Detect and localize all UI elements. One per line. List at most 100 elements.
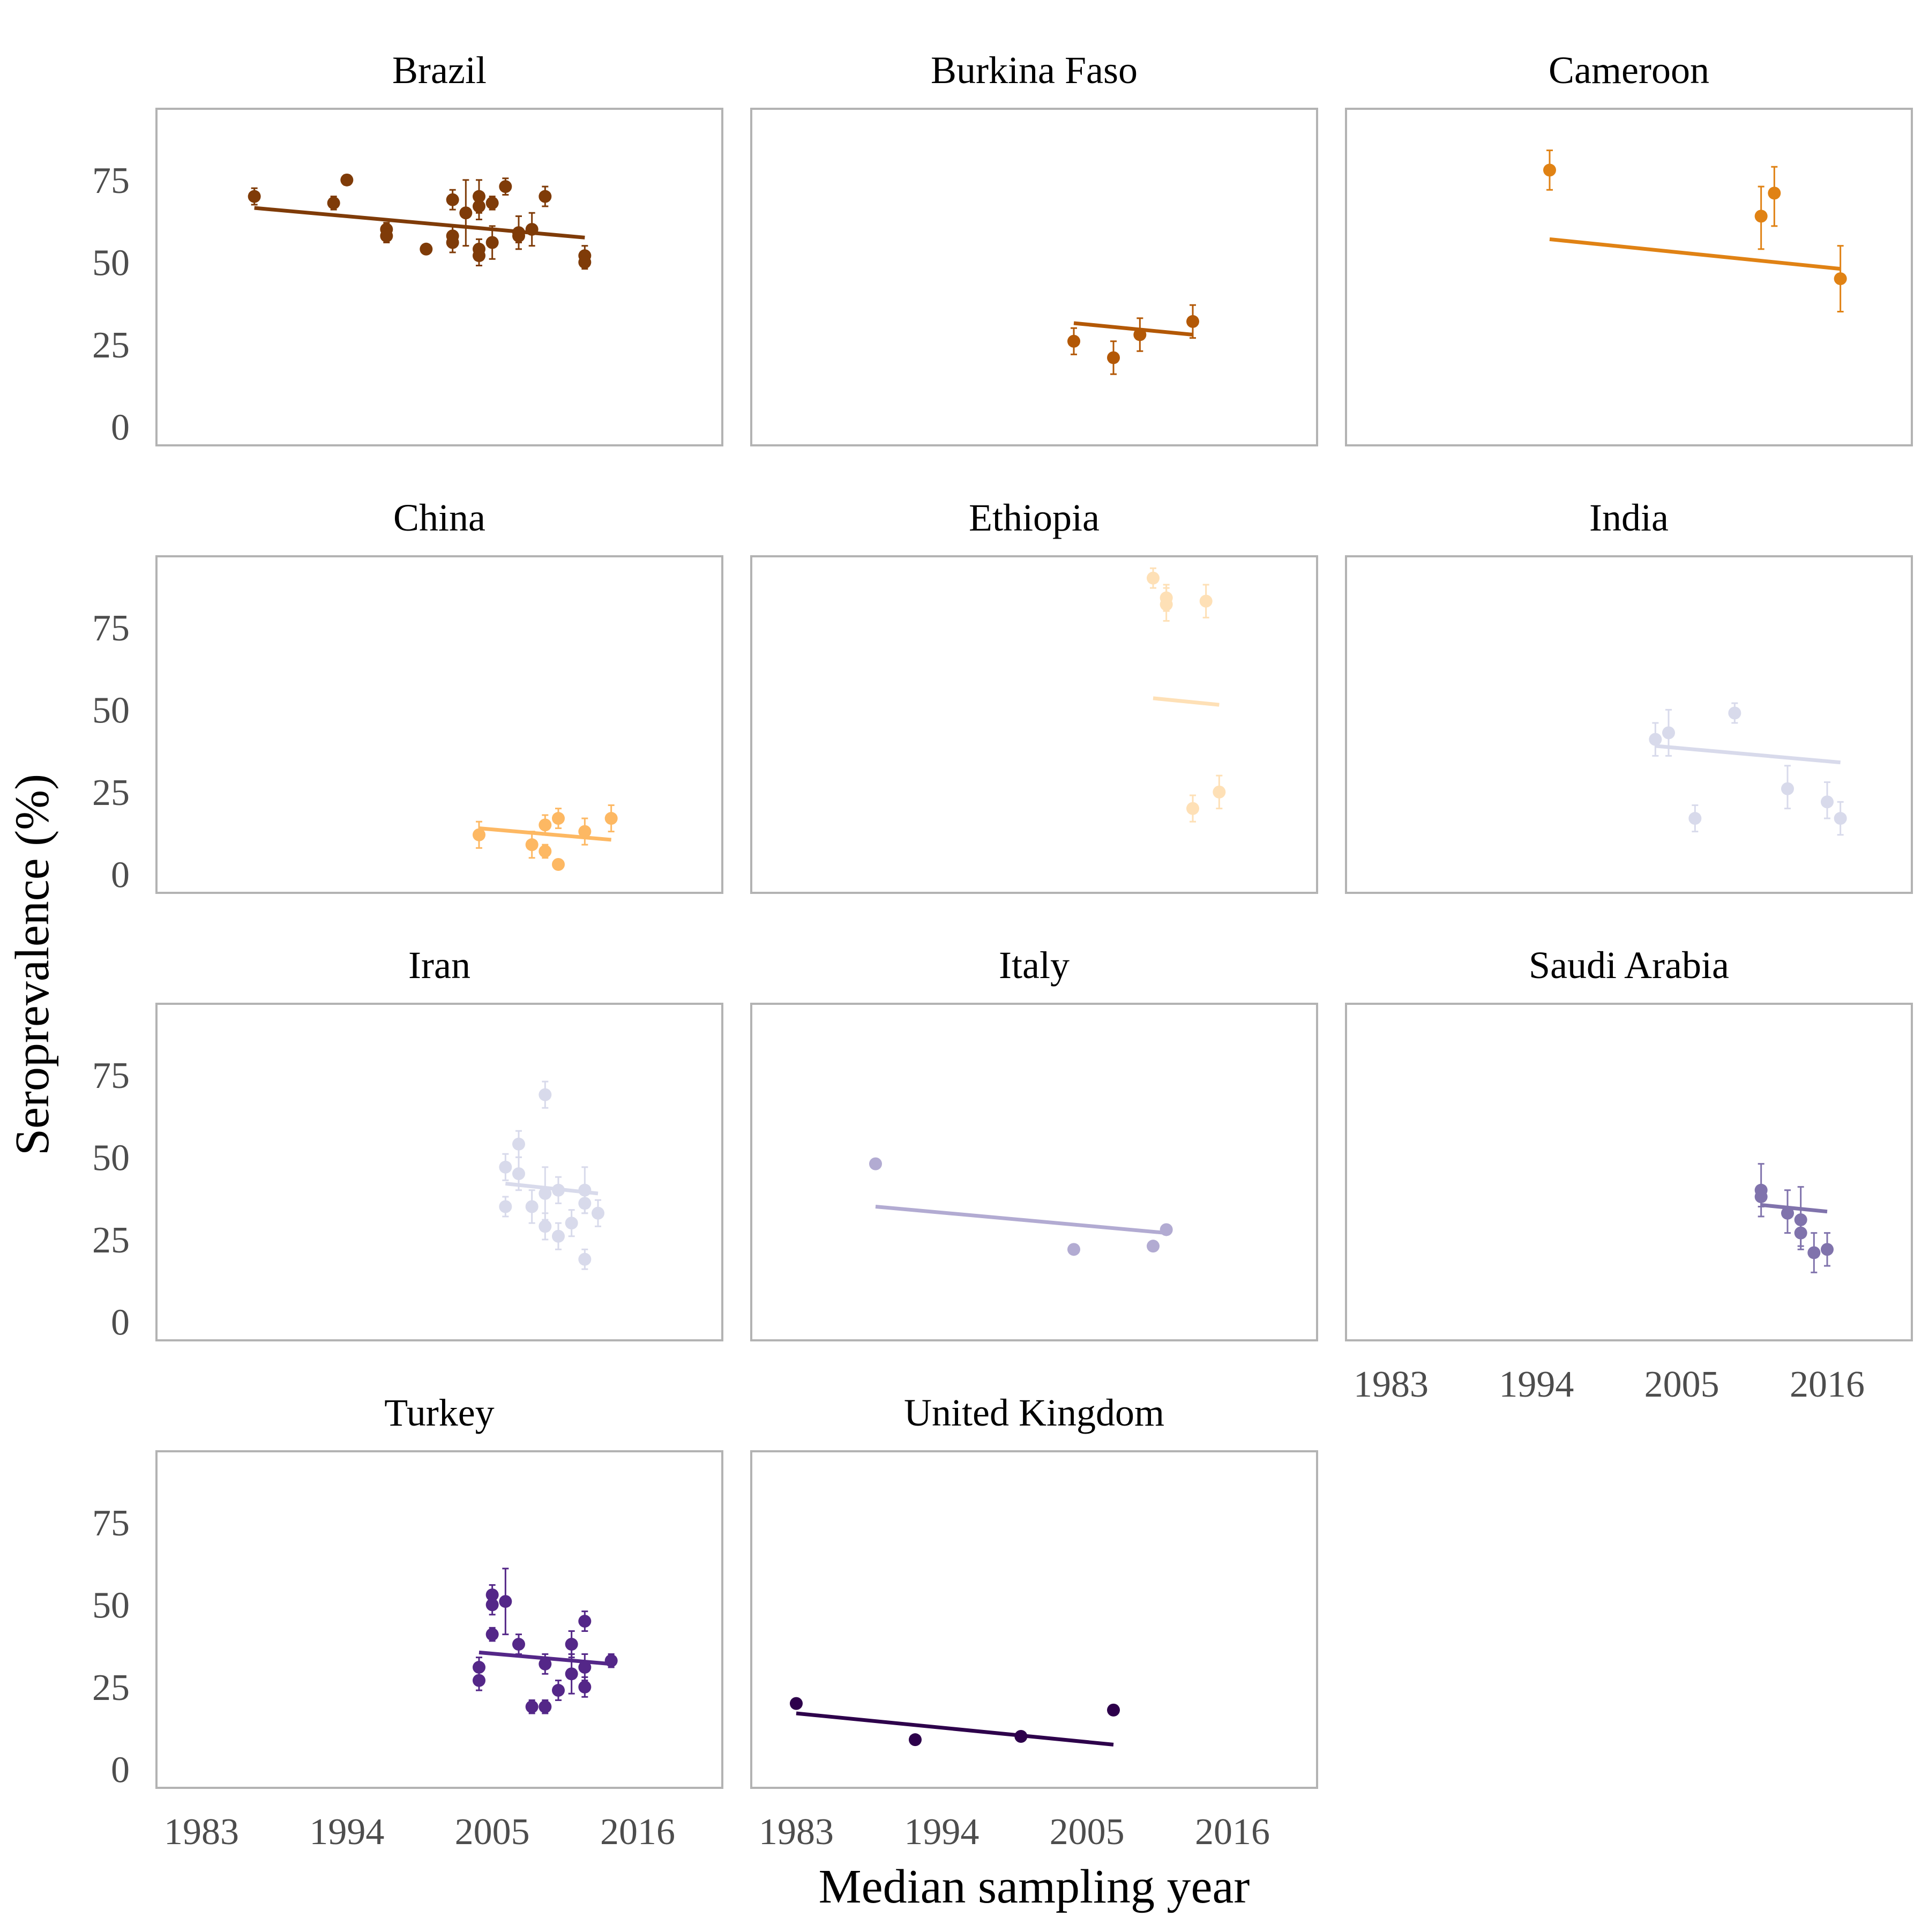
data-point	[473, 249, 485, 263]
panel-title: Saudi Arabia	[1529, 944, 1729, 987]
data-point	[512, 1167, 525, 1181]
panel-frame	[750, 1450, 1318, 1789]
data-point	[909, 1733, 922, 1747]
data-point	[1160, 598, 1173, 611]
y-tick-label: 25	[92, 1667, 130, 1709]
panel-title: Ethiopia	[969, 496, 1100, 539]
x-tick-label: 1994	[904, 1811, 979, 1853]
data-point	[1754, 210, 1768, 223]
data-point	[1649, 733, 1662, 746]
x-tick-label: 1983	[164, 1811, 239, 1853]
trend-line	[796, 1711, 1114, 1747]
x-tick-label: 1983	[759, 1811, 834, 1853]
data-point	[473, 199, 485, 213]
data-point	[869, 1157, 882, 1170]
data-point	[485, 1628, 499, 1641]
y-tick-label: 75	[92, 160, 130, 202]
data-point	[790, 1697, 803, 1710]
panel-title: India	[1589, 496, 1669, 539]
data-point	[512, 1137, 525, 1151]
y-tick-label: 50	[92, 242, 130, 284]
y-tick-label: 75	[92, 1055, 130, 1096]
y-tick-label: 50	[92, 1585, 130, 1626]
data-point	[485, 236, 499, 249]
data-point	[499, 1160, 512, 1174]
data-point	[499, 180, 512, 193]
y-tick-label: 0	[111, 1302, 130, 1343]
panel-united-kingdom: United Kingdom 1983 1994 2005 2016	[750, 1391, 1318, 1853]
data-point	[1107, 1703, 1120, 1717]
x-tick-label: 2016	[600, 1811, 675, 1853]
data-point	[1768, 187, 1781, 200]
y-tick-label: 50	[92, 1137, 130, 1178]
panel-burkina-faso: Burkina Faso	[750, 49, 1318, 446]
data-point	[473, 1674, 485, 1687]
data-point	[604, 812, 618, 825]
data-point	[1213, 785, 1226, 799]
data-point	[499, 1595, 512, 1608]
data-point	[539, 1700, 552, 1713]
data-point	[1821, 795, 1834, 809]
data-point	[565, 1667, 578, 1681]
data-point	[340, 173, 354, 187]
data-point	[1781, 1206, 1794, 1220]
panel-title: Italy	[999, 944, 1070, 987]
data-point	[578, 1252, 592, 1266]
x-axis-title: Median sampling year	[819, 1860, 1250, 1913]
y-tick-label: 25	[92, 772, 130, 814]
panel-frame	[155, 555, 723, 894]
data-point	[1147, 571, 1160, 585]
data-point	[1133, 328, 1147, 341]
data-point	[327, 196, 340, 210]
trend-line	[1761, 1203, 1828, 1214]
data-point	[1186, 315, 1199, 328]
data-point	[1186, 802, 1199, 815]
data-point	[539, 190, 552, 203]
data-point	[525, 222, 539, 236]
panel-frame	[750, 555, 1318, 894]
data-point	[446, 193, 459, 206]
data-point	[1834, 812, 1847, 825]
data-point	[1067, 334, 1080, 348]
panel-title: Burkina Faso	[931, 49, 1138, 92]
y-tick-label: 75	[92, 1503, 130, 1544]
x-tick-label: 2005	[1644, 1364, 1719, 1405]
panel-frame	[1345, 555, 1913, 894]
panel-india: India	[1345, 496, 1913, 894]
data-point	[485, 1598, 499, 1612]
data-point	[485, 196, 499, 210]
panel-title: Iran	[408, 944, 470, 987]
data-point	[539, 1187, 552, 1200]
data-point	[525, 838, 539, 852]
data-point	[1014, 1730, 1028, 1743]
panel-frame	[155, 1003, 723, 1341]
panel-frame	[750, 108, 1318, 446]
data-point	[539, 1088, 552, 1101]
data-point	[565, 1638, 578, 1651]
x-tick-label: 2016	[1195, 1811, 1270, 1853]
data-point	[565, 1217, 578, 1230]
y-tick-label: 25	[92, 325, 130, 366]
trend-line	[1153, 696, 1220, 707]
data-point	[578, 1615, 592, 1628]
data-point	[552, 858, 565, 871]
y-tick-label: 0	[111, 854, 130, 896]
panel-title: United Kingdom	[904, 1391, 1164, 1434]
data-point	[604, 1654, 618, 1667]
y-tick-label: 25	[92, 1220, 130, 1261]
data-point	[248, 190, 261, 203]
x-tick-label: 1994	[1499, 1364, 1574, 1405]
data-point	[539, 1220, 552, 1233]
x-tick-label: 2005	[455, 1811, 530, 1853]
data-point	[1543, 163, 1556, 177]
data-point	[512, 1638, 525, 1651]
panel-cameroon: Cameroon	[1345, 49, 1913, 446]
data-point	[1067, 1243, 1080, 1256]
data-point	[1794, 1226, 1807, 1240]
trend-line	[1073, 321, 1193, 337]
data-point	[1160, 1223, 1173, 1236]
x-tick-label: 2016	[1790, 1364, 1865, 1405]
data-point	[499, 1200, 512, 1213]
panel-china: China 0 25 50 75	[92, 496, 723, 896]
